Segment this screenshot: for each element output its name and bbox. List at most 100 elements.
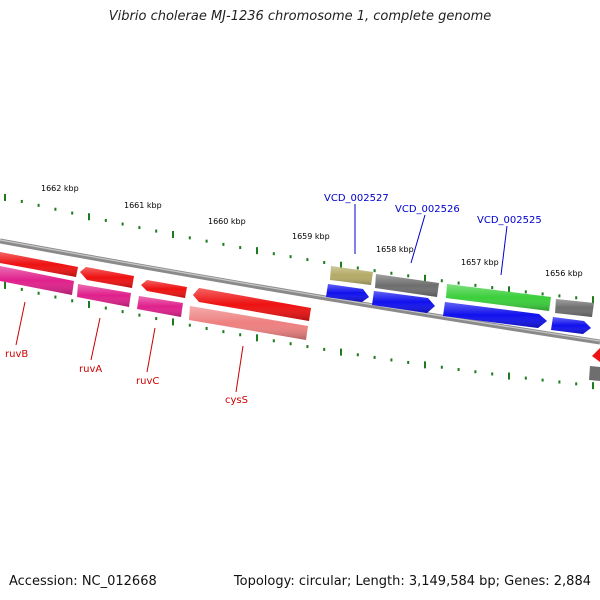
scale-ticks-upper	[4, 193, 594, 304]
scale-tick	[558, 380, 561, 384]
scale-tick	[323, 347, 326, 351]
forward-strand	[0, 252, 594, 321]
scale-tick	[508, 286, 510, 294]
scale-tick	[88, 300, 90, 308]
scale-tick	[20, 287, 23, 291]
leader-VCD_002526	[410, 214, 426, 264]
scale-label: 1658 kbp	[376, 245, 414, 254]
gene-edge-grey[interactable]	[589, 366, 600, 381]
scale-tick	[558, 294, 561, 298]
chromosome-backbone-highlight	[0, 239, 600, 342]
scale-tick	[373, 355, 376, 359]
scale-tick	[575, 296, 578, 300]
gene-blue-3-gloss	[443, 302, 547, 328]
scale-tick	[306, 258, 309, 262]
scale-ticks-lower	[4, 281, 594, 390]
gene-right-grey-upper-gloss	[555, 299, 594, 317]
scale-label: 1660 kbp	[208, 217, 246, 226]
gene-label-VCD_002527[interactable]: VCD_002527	[324, 193, 389, 204]
leader-cysS	[235, 345, 244, 393]
leader-VCD_002525	[500, 225, 508, 276]
scale-tick	[54, 207, 57, 211]
scale-tick	[37, 291, 40, 295]
scale-tick	[138, 226, 141, 230]
leader-ruvC	[146, 327, 156, 373]
gene-ruvA-upper-gloss	[80, 267, 134, 288]
scale-tick	[592, 296, 594, 304]
scale-tick	[592, 382, 594, 390]
scale-label: 1656 kbp	[545, 269, 583, 278]
scale-tick	[440, 365, 443, 369]
scale-tick	[4, 193, 6, 201]
genome-summary-text: Topology: circular; Length: 3,149,584 bp…	[233, 574, 591, 589]
gene-cysS-lower-gloss	[189, 306, 308, 340]
scale-label: 1659 kbp	[292, 232, 330, 241]
gene-label-ruvC[interactable]: ruvC	[136, 376, 159, 387]
scale-tick	[541, 292, 544, 296]
gene-edge-red[interactable]	[592, 348, 600, 362]
scale-tick	[155, 317, 158, 321]
scale-tick	[457, 281, 460, 285]
gene-label-ruvA[interactable]: ruvA	[79, 364, 102, 375]
gene-labels: ruvB ruvA ruvC cysS VCD_002527 VCD_00252…	[5, 193, 542, 406]
scale-tick	[272, 252, 275, 256]
gene-ruvA-lower-gloss	[77, 284, 131, 307]
scale-tick	[340, 261, 342, 269]
scale-tick	[239, 333, 242, 337]
scale-tick	[440, 279, 443, 283]
gene-blue-1-gloss	[326, 284, 369, 302]
reverse-strand	[0, 266, 600, 381]
scale-tick	[222, 242, 225, 246]
scale-tick	[256, 247, 258, 255]
scale-label: 1657 kbp	[461, 258, 499, 267]
gene-cysS-upper-gloss	[193, 288, 311, 321]
scale-tick	[188, 323, 191, 327]
gene-label-VCD_002526[interactable]: VCD_002526	[395, 204, 460, 215]
scale-tick	[4, 281, 6, 289]
scale-tick	[356, 266, 359, 270]
scale-tick	[71, 299, 74, 303]
scale-tick	[390, 271, 393, 275]
scale-tick	[121, 310, 124, 314]
scale-tick	[356, 353, 359, 357]
scale-tick	[407, 274, 410, 278]
scale-tick	[104, 306, 107, 310]
gene-ruvB-upper-gloss	[0, 252, 78, 277]
scale-tick	[491, 372, 494, 376]
scale-tick	[121, 222, 124, 226]
scale-tick	[172, 318, 174, 326]
scale-tick	[424, 274, 426, 282]
gene-blue-4-gloss	[551, 317, 591, 334]
scale-tick	[222, 330, 225, 334]
scale-tick	[205, 326, 208, 330]
scale-label: 1661 kbp	[124, 201, 162, 210]
gene-ruvC-upper-gloss	[141, 280, 187, 298]
scale-tick	[155, 229, 158, 233]
scale-tick	[323, 260, 326, 264]
scale-tick	[289, 342, 292, 346]
scale-tick	[54, 295, 57, 299]
chromosome-backbone	[0, 238, 600, 345]
scale-tick	[508, 372, 510, 380]
scale-tick	[474, 370, 477, 374]
gene-VCD_002527-gloss	[330, 266, 373, 285]
gene-ruvC-lower-gloss	[137, 296, 183, 317]
label-leaders	[15, 204, 508, 393]
scale-tick	[71, 211, 74, 215]
gene-label-VCD_002525[interactable]: VCD_002525	[477, 215, 542, 226]
scale-tick	[340, 348, 342, 356]
scale-tick	[424, 361, 426, 369]
scale-tick	[306, 345, 309, 349]
gene-blue-2-gloss	[372, 291, 435, 313]
scale-tick	[20, 199, 23, 203]
scale-tick	[188, 236, 191, 240]
accession-text: Accession: NC_012668	[9, 574, 157, 589]
leader-ruvB	[15, 301, 26, 346]
gene-VCD_002526-gloss	[375, 274, 439, 297]
gene-VCD_002525-gloss	[446, 284, 551, 311]
scale-tick	[256, 334, 258, 342]
gene-label-cysS[interactable]: cysS	[225, 395, 248, 406]
gene-label-ruvB[interactable]: ruvB	[5, 349, 28, 360]
